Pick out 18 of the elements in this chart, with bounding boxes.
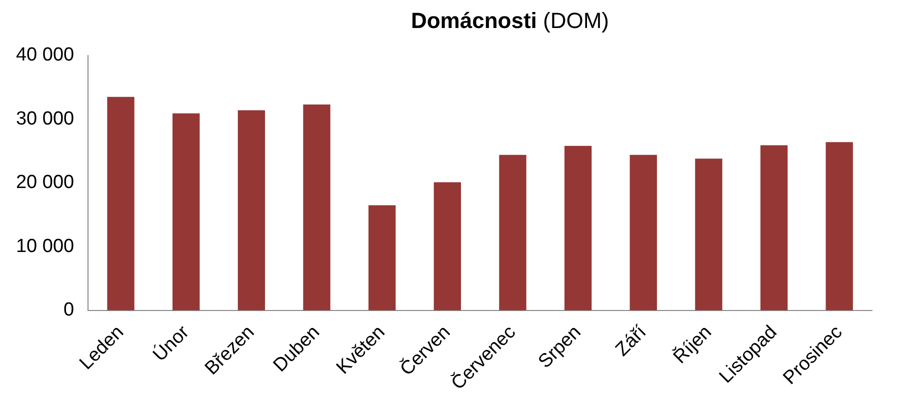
bar	[695, 158, 722, 310]
y-tick-label: 0	[64, 300, 74, 321]
bar	[303, 104, 330, 310]
y-tick-label: 10 000	[16, 236, 74, 257]
bar	[434, 182, 461, 310]
bar	[499, 154, 526, 310]
chart-title: Domácnosti (DOM)	[410, 8, 609, 33]
bar	[826, 142, 853, 310]
bar	[760, 145, 788, 310]
bar	[172, 113, 200, 310]
bar	[107, 96, 134, 310]
bar	[368, 205, 396, 310]
bar	[238, 110, 266, 310]
y-tick-label: 30 000	[16, 108, 74, 130]
y-tick-label: 40 000	[16, 44, 74, 66]
bar	[630, 154, 657, 310]
bar	[564, 146, 592, 310]
y-tick-label: 20 000	[16, 172, 74, 194]
